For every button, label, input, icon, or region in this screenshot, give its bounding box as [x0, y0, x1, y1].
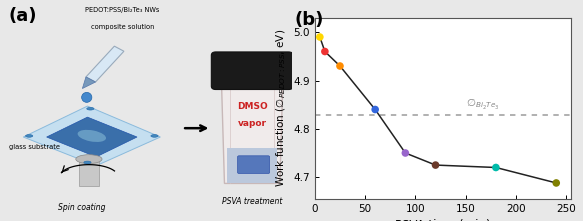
Point	[320, 50, 329, 53]
Point	[315, 35, 325, 39]
Polygon shape	[86, 46, 124, 82]
Ellipse shape	[78, 130, 106, 142]
Text: (b): (b)	[294, 11, 324, 29]
Text: glass substrate: glass substrate	[9, 144, 59, 150]
Polygon shape	[47, 117, 137, 157]
Ellipse shape	[26, 135, 33, 137]
Text: DMSO: DMSO	[237, 102, 268, 110]
Text: composite solution: composite solution	[91, 24, 154, 30]
Text: Spin coating: Spin coating	[58, 203, 106, 212]
Ellipse shape	[76, 155, 102, 164]
Point	[431, 163, 440, 167]
Ellipse shape	[82, 92, 92, 102]
Text: PEDOT:PSS/Bi₂Te₃ NWs: PEDOT:PSS/Bi₂Te₃ NWs	[85, 7, 160, 13]
Polygon shape	[227, 148, 277, 183]
Polygon shape	[23, 106, 160, 166]
FancyBboxPatch shape	[211, 52, 293, 90]
FancyBboxPatch shape	[238, 156, 269, 173]
Text: PSVA treatment: PSVA treatment	[222, 197, 282, 206]
Polygon shape	[222, 84, 283, 183]
X-axis label: PSVA time (min): PSVA time (min)	[395, 219, 491, 221]
Point	[491, 166, 501, 169]
Polygon shape	[82, 77, 96, 89]
Ellipse shape	[84, 161, 91, 164]
Point	[335, 64, 345, 68]
Ellipse shape	[87, 107, 94, 110]
Text: $\varnothing_{Bi_2Te_3}$: $\varnothing_{Bi_2Te_3}$	[466, 97, 499, 112]
Bar	[79, 159, 99, 186]
Ellipse shape	[151, 135, 158, 137]
Text: (a): (a)	[9, 7, 37, 25]
Point	[552, 181, 561, 185]
Point	[401, 151, 410, 155]
Y-axis label: Work function ($\varnothing_{PEDOT:PSS}$, eV): Work function ($\varnothing_{PEDOT:PSS}$…	[274, 29, 288, 187]
Point	[371, 108, 380, 111]
Text: vapor: vapor	[238, 119, 266, 128]
